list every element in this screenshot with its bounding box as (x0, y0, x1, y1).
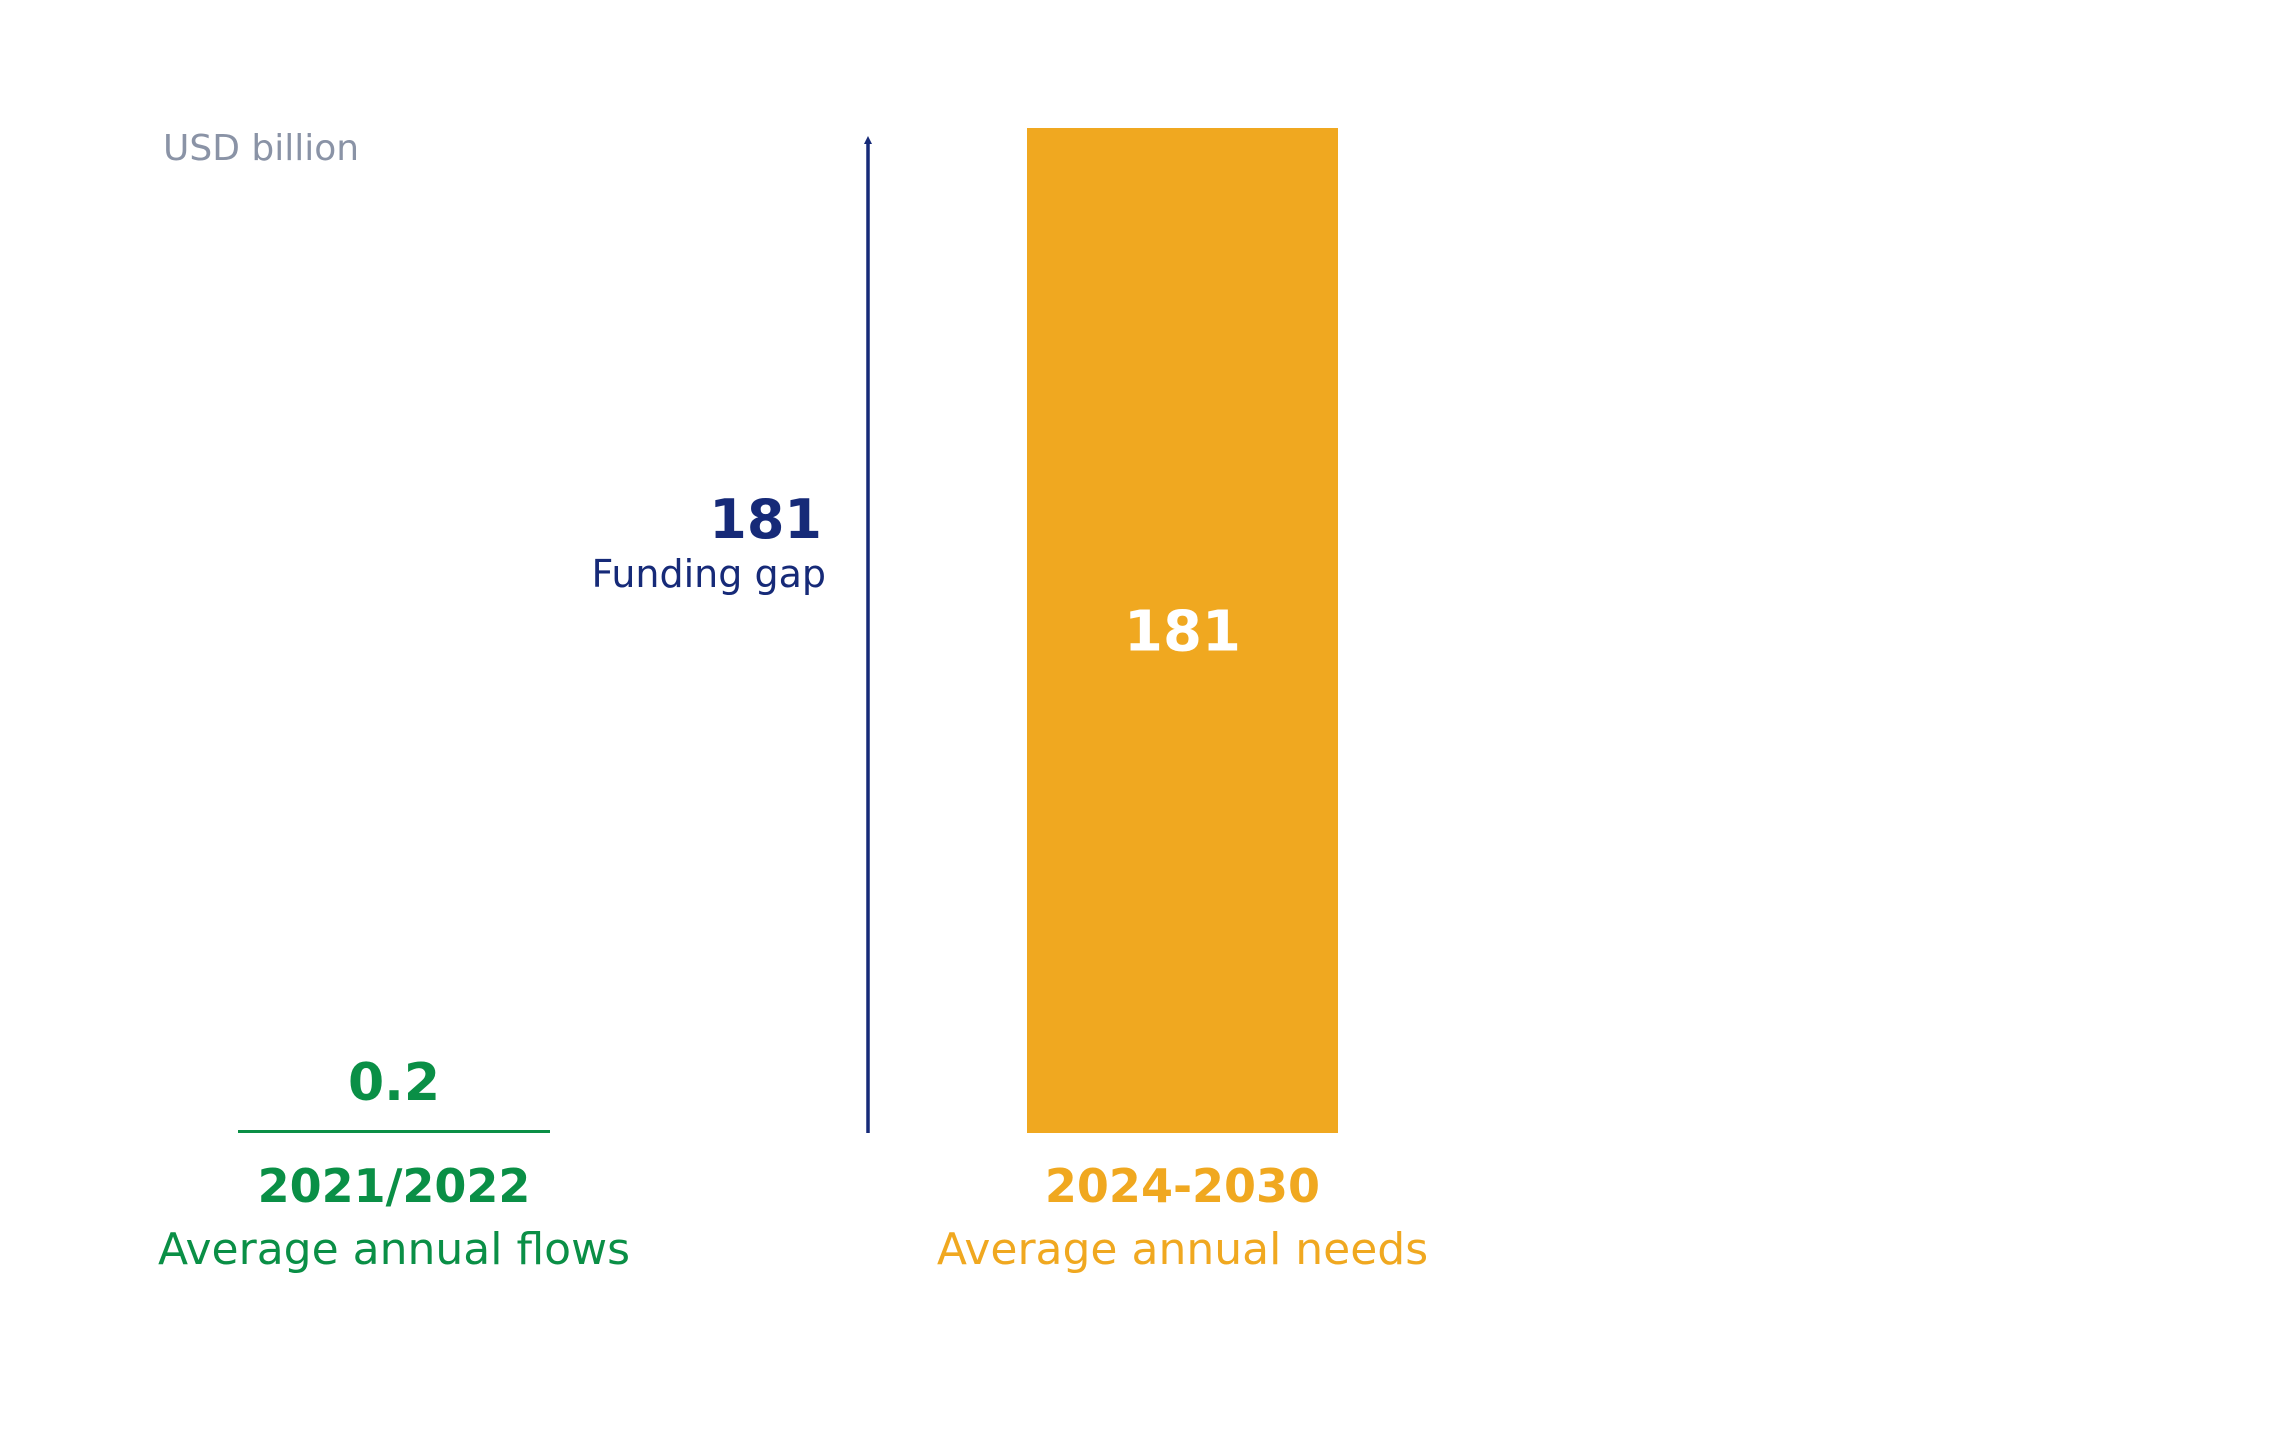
unit-label: USD billion (163, 128, 359, 169)
bar-needs-caption: Average annual needs (937, 1224, 1428, 1275)
funding-gap-label: Funding gap (592, 552, 826, 596)
bar-needs-value-label: 181 (1124, 600, 1241, 665)
bar-flows-value-label: 0.2 (348, 1053, 440, 1113)
bar-needs-period-label: 2024-2030 (1045, 1159, 1320, 1213)
funding-gap-value-label: 181 (709, 488, 822, 551)
bar-needs (1027, 128, 1338, 1133)
bar-flows-period-label: 2021/2022 (258, 1159, 531, 1213)
bar-flows-caption: Average annual flows (158, 1224, 630, 1275)
bar-flows (238, 1130, 550, 1133)
